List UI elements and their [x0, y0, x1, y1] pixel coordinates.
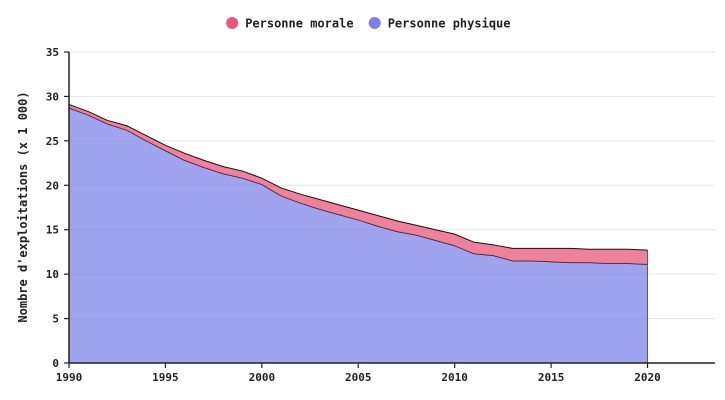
- y-tick-label-5: 5: [52, 313, 59, 326]
- axes: [68, 52, 715, 364]
- y-tick-label-30: 30: [46, 90, 59, 103]
- legend-swatch-personne-morale: [226, 17, 239, 29]
- y-tick-label-35: 35: [46, 46, 59, 59]
- x-axis-ticks: 1990 1995 2000 2005 2010 2015 2020: [56, 363, 661, 384]
- y-tick-label-25: 25: [46, 135, 59, 148]
- x-tick-label-2010: 2010: [441, 371, 468, 384]
- area-series: [68, 103, 648, 363]
- area-personne-physique: [69, 107, 648, 363]
- x-tick-label-1995: 1995: [152, 371, 179, 384]
- x-tick-label-1990: 1990: [56, 371, 83, 384]
- legend: Personne morale Personne physique: [226, 17, 511, 31]
- legend-label-personne-morale: Personne morale: [245, 17, 353, 31]
- y-axis-title: Nombre d'exploitations (x 1 000): [16, 91, 30, 322]
- legend-swatch-personne-physique: [368, 17, 381, 29]
- x-tick-label-2015: 2015: [538, 371, 565, 384]
- legend-label-personne-physique: Personne physique: [388, 17, 511, 31]
- x-tick-label-2005: 2005: [345, 371, 372, 384]
- x-tick-label-2020: 2020: [634, 371, 661, 384]
- x-tick-label-2000: 2000: [249, 371, 276, 384]
- y-tick-label-10: 10: [46, 268, 59, 281]
- y-tick-label-15: 15: [46, 224, 59, 237]
- y-tick-label-0: 0: [52, 357, 59, 370]
- line-personne-morale: [68, 103, 648, 251]
- y-tick-label-20: 20: [46, 179, 59, 192]
- y-axis-ticks: 0 5 10 15 20 25 30 35: [46, 46, 69, 370]
